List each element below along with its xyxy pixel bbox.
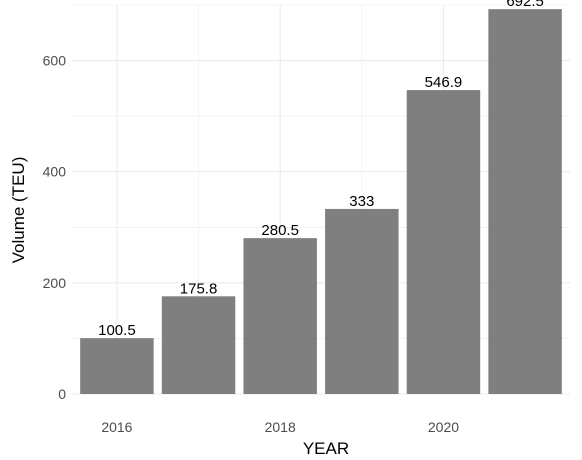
x-axis-title: YEAR — [303, 439, 349, 458]
bar-2018 — [243, 238, 317, 394]
y-tick-label: 600 — [43, 53, 67, 69]
x-tick-label: 2018 — [265, 419, 296, 435]
y-tick-label: 400 — [43, 164, 67, 180]
data-label-2019: 333 — [349, 193, 374, 210]
y-tick-label: 0 — [58, 386, 66, 402]
y-axis-title: Volume (TEU) — [9, 157, 28, 264]
bar-2020 — [406, 90, 481, 394]
bar-2017 — [161, 296, 236, 394]
bars — [80, 9, 562, 395]
data-labels: 100.5 175.8 280.5 333 546.9 692.5 — [98, 0, 544, 339]
x-axis-ticks: 2016 2018 2020 — [101, 419, 459, 435]
x-tick-label: 2016 — [101, 419, 132, 435]
data-label-2020: 546.9 — [425, 74, 463, 91]
data-label-2017: 175.8 — [180, 280, 218, 297]
x-tick-label: 2020 — [428, 419, 459, 435]
bar-2016 — [80, 338, 154, 394]
data-label-2018: 280.5 — [261, 222, 299, 239]
bar-2019 — [325, 208, 399, 394]
data-label-2021: 692.5 — [506, 0, 544, 10]
y-tick-label: 200 — [43, 275, 67, 291]
bar-2021 — [488, 9, 562, 395]
data-label-2016: 100.5 — [98, 322, 136, 339]
y-axis-ticks: 0 200 400 600 — [43, 53, 67, 402]
